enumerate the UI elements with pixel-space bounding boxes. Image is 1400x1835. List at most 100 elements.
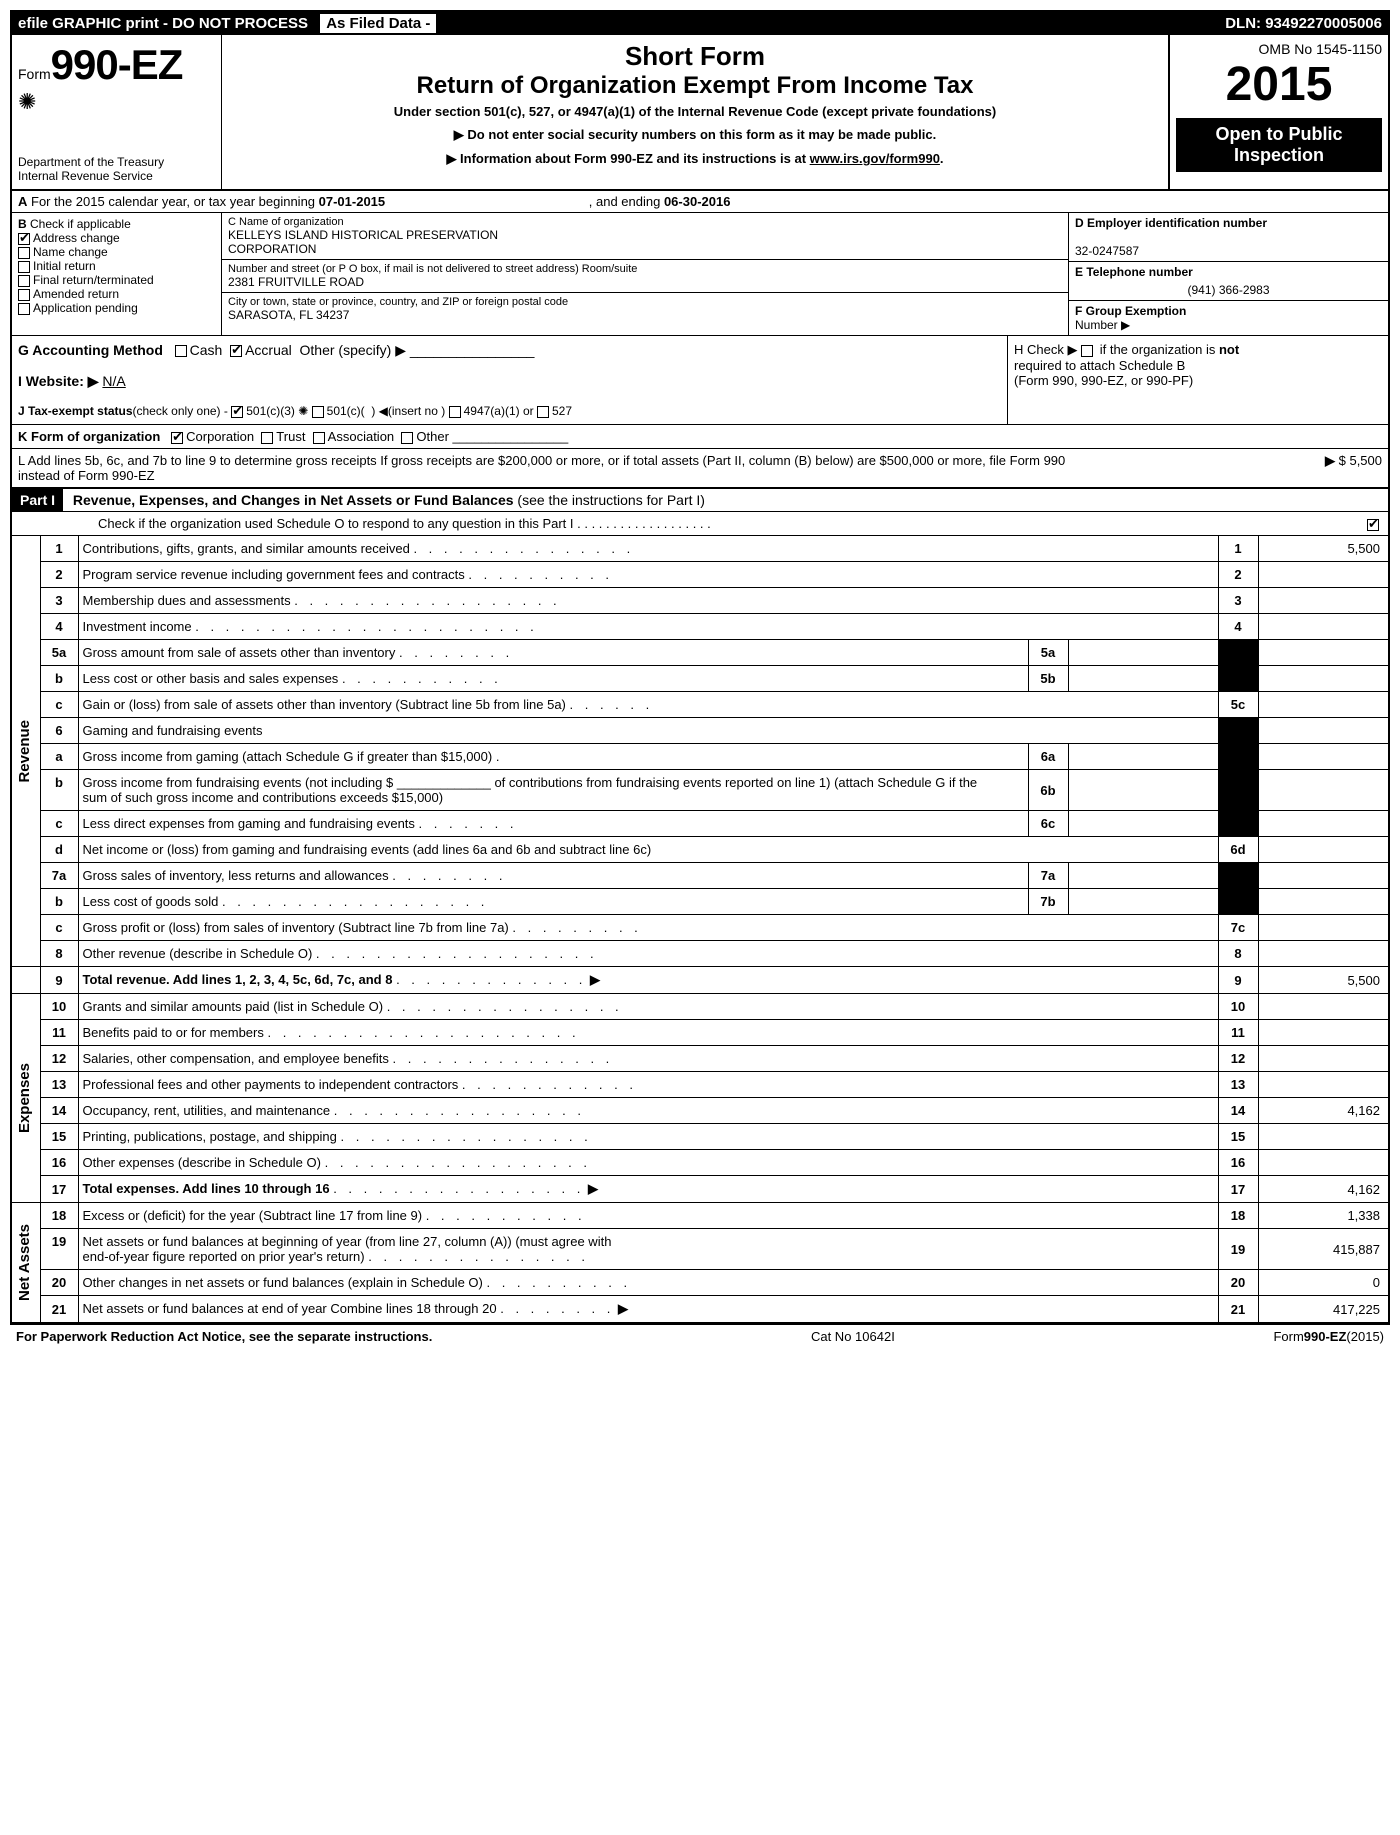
line-6: 6 Gaming and fundraising events bbox=[12, 718, 1388, 744]
line-6b: b Gross income from fundraising events (… bbox=[12, 770, 1388, 811]
row-g: G Accounting Method Cash Accrual Other (… bbox=[18, 342, 1001, 359]
line-1: Revenue 1 Contributions, gifts, grants, … bbox=[12, 536, 1388, 562]
topbar-left: efile GRAPHIC print - DO NOT PROCESS As … bbox=[18, 15, 436, 32]
line-15: 15 Printing, publications, postage, and … bbox=[12, 1124, 1388, 1150]
bullet-ssn: ▶ Do not enter social security numbers o… bbox=[232, 127, 1158, 143]
dept-treasury: Department of the Treasury bbox=[18, 155, 215, 169]
chk-accrual[interactable] bbox=[230, 345, 242, 357]
hdr-right: OMB No 1545-1150 2015 Open to Public Ins… bbox=[1168, 35, 1388, 189]
line-20: 20 Other changes in net assets or fund b… bbox=[12, 1270, 1388, 1296]
chk-501c[interactable] bbox=[312, 406, 324, 418]
line-13: 13 Professional fees and other payments … bbox=[12, 1072, 1388, 1098]
netassets-label: Net Assets bbox=[16, 1224, 33, 1301]
chk-schedule-o[interactable] bbox=[1367, 519, 1379, 531]
line-11: 11 Benefits paid to or for members . . .… bbox=[12, 1020, 1388, 1046]
street-label: Number and street (or P O box, if mail i… bbox=[228, 263, 1062, 275]
chk-527[interactable] bbox=[537, 406, 549, 418]
schedule-o-check: Check if the organization used Schedule … bbox=[12, 512, 1388, 536]
gross-receipts: $ 5,500 bbox=[1339, 453, 1382, 468]
line-12: 12 Salaries, other compensation, and emp… bbox=[12, 1046, 1388, 1072]
line-4: 4 Investment income . . . . . . . . . . … bbox=[12, 614, 1388, 640]
footer-catno: Cat No 10642I bbox=[811, 1329, 895, 1344]
row-a-taxyear: A For the 2015 calendar year, or tax yea… bbox=[12, 191, 1388, 213]
dept-irs: Internal Revenue Service bbox=[18, 169, 215, 183]
phone-label: E Telephone number bbox=[1075, 265, 1193, 279]
line-16: 16 Other expenses (describe in Schedule … bbox=[12, 1150, 1388, 1176]
lines-table: Revenue 1 Contributions, gifts, grants, … bbox=[12, 536, 1388, 1323]
line-5c: c Gain or (loss) from sale of assets oth… bbox=[12, 692, 1388, 718]
line-17: 17 Total expenses. Add lines 10 through … bbox=[12, 1176, 1388, 1203]
omb-no: OMB No 1545-1150 bbox=[1176, 41, 1382, 57]
chk-corp[interactable] bbox=[171, 432, 183, 444]
org-name-label: C Name of organization bbox=[228, 216, 1062, 228]
chk-4947[interactable] bbox=[449, 406, 461, 418]
chk-cash[interactable] bbox=[175, 345, 187, 357]
line-6c: c Less direct expenses from gaming and f… bbox=[12, 811, 1388, 837]
line-6d: d Net income or (loss) from gaming and f… bbox=[12, 837, 1388, 863]
chk-address-change[interactable] bbox=[18, 233, 30, 245]
org-name2: CORPORATION bbox=[228, 242, 1062, 256]
topbar-dln: DLN: 93492270005006 bbox=[1225, 15, 1382, 32]
page-footer: For Paperwork Reduction Act Notice, see … bbox=[10, 1325, 1390, 1348]
form-number: Form990-EZ bbox=[18, 41, 215, 89]
topbar: efile GRAPHIC print - DO NOT PROCESS As … bbox=[12, 12, 1388, 35]
chk-name-change[interactable] bbox=[18, 247, 30, 259]
ein-label: D Employer identification number bbox=[1075, 216, 1267, 230]
section-g-i-j: G Accounting Method Cash Accrual Other (… bbox=[12, 336, 1008, 424]
website-value: N/A bbox=[102, 373, 125, 389]
section-h: H Check ▶ if the organization is not req… bbox=[1008, 336, 1388, 424]
line-14: 14 Occupancy, rent, utilities, and maint… bbox=[12, 1098, 1388, 1124]
hdr-left: Form990-EZ ✺ Department of the Treasury … bbox=[12, 35, 222, 189]
line-3: 3 Membership dues and assessments . . . … bbox=[12, 588, 1388, 614]
chk-amended-return[interactable] bbox=[18, 289, 30, 301]
footer-left: For Paperwork Reduction Act Notice, see … bbox=[16, 1329, 432, 1344]
line-6a: a Gross income from gaming (attach Sched… bbox=[12, 744, 1388, 770]
line-18: Net Assets 18 Excess or (deficit) for th… bbox=[12, 1203, 1388, 1229]
chk-other-org[interactable] bbox=[401, 432, 413, 444]
city-label: City or town, state or province, country… bbox=[228, 296, 1062, 308]
section-gh: G Accounting Method Cash Accrual Other (… bbox=[12, 336, 1388, 425]
line-7a: 7a Gross sales of inventory, less return… bbox=[12, 863, 1388, 889]
line-5a: 5a Gross amount from sale of assets othe… bbox=[12, 640, 1388, 666]
line-19: 19 Net assets or fund balances at beginn… bbox=[12, 1229, 1388, 1270]
chk-assoc[interactable] bbox=[313, 432, 325, 444]
hdr-center: Short Form Return of Organization Exempt… bbox=[222, 35, 1168, 189]
line-5b: b Less cost or other basis and sales exp… bbox=[12, 666, 1388, 692]
line-21: 21 Net assets or fund balances at end of… bbox=[12, 1296, 1388, 1323]
row-j: J Tax-exempt status(check only one) - 50… bbox=[18, 404, 1001, 418]
phone-value: (941) 366-2983 bbox=[1075, 283, 1382, 297]
irs-link[interactable]: www.irs.gov/form990 bbox=[810, 151, 940, 166]
title-return: Return of Organization Exempt From Incom… bbox=[232, 72, 1158, 100]
form-header: Form990-EZ ✺ Department of the Treasury … bbox=[12, 35, 1388, 191]
section-de: D Employer identification number 32-0247… bbox=[1068, 213, 1388, 335]
chk-final-return[interactable] bbox=[18, 275, 30, 287]
section-c: C Name of organization KELLEYS ISLAND HI… bbox=[222, 213, 1068, 335]
line-10: Expenses 10 Grants and similar amounts p… bbox=[12, 994, 1388, 1020]
row-k: K Form of organization Corporation Trust… bbox=[12, 425, 1388, 449]
line-7b: b Less cost of goods sold . . . . . . . … bbox=[12, 889, 1388, 915]
row-i: I Website: ▶ N/A bbox=[18, 373, 1001, 390]
form-container: efile GRAPHIC print - DO NOT PROCESS As … bbox=[10, 10, 1390, 1325]
section-b: B Check if applicable Address change Nam… bbox=[12, 213, 222, 335]
line-8: 8 Other revenue (describe in Schedule O)… bbox=[12, 941, 1388, 967]
part-i-header: Part I Revenue, Expenses, and Changes in… bbox=[12, 488, 1388, 512]
line-7c: c Gross profit or (loss) from sales of i… bbox=[12, 915, 1388, 941]
expenses-label: Expenses bbox=[16, 1063, 33, 1133]
irs-seal-icon: ✺ bbox=[18, 89, 215, 115]
row-l: L Add lines 5b, 6c, and 7b to line 9 to … bbox=[12, 449, 1388, 488]
group-exempt-label2: Number ▶ bbox=[1075, 318, 1130, 332]
chk-initial-return[interactable] bbox=[18, 261, 30, 273]
as-filed-btn: As Filed Data - bbox=[320, 14, 436, 33]
group-exempt-label: F Group Exemption bbox=[1075, 304, 1186, 318]
chk-schedule-b[interactable] bbox=[1081, 345, 1093, 357]
chk-trust[interactable] bbox=[261, 432, 273, 444]
city-value: SARASOTA, FL 34237 bbox=[228, 308, 1062, 322]
line-2: 2 Program service revenue including gove… bbox=[12, 562, 1388, 588]
subtitle: Under section 501(c), 527, or 4947(a)(1)… bbox=[232, 104, 1158, 119]
org-name: KELLEYS ISLAND HISTORICAL PRESERVATION bbox=[228, 228, 1062, 242]
section-bcdef: B Check if applicable Address change Nam… bbox=[12, 213, 1388, 336]
title-short-form: Short Form bbox=[232, 41, 1158, 72]
chk-application-pending[interactable] bbox=[18, 303, 30, 315]
chk-501c3[interactable] bbox=[231, 406, 243, 418]
open-to-public: Open to Public Inspection bbox=[1176, 118, 1382, 172]
